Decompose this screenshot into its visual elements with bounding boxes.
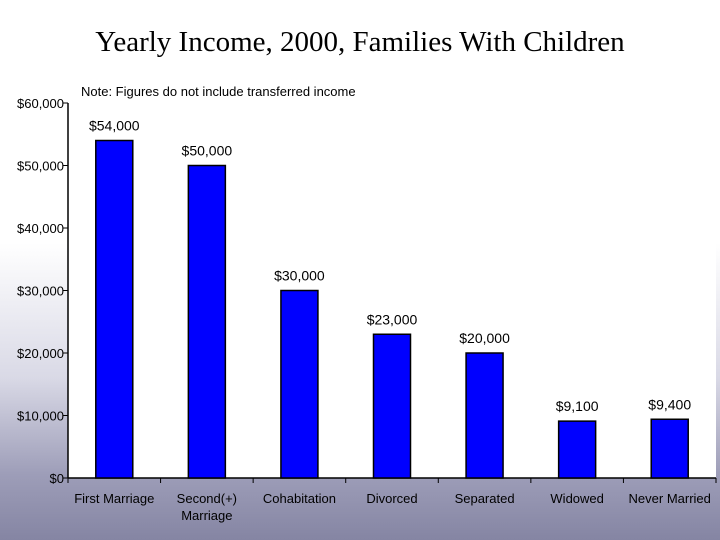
chart-note: Note: Figures do not include transferred… [81,84,356,99]
x-tick-label: Separated [455,491,515,506]
y-tick-label: $10,000 [17,409,64,424]
data-label: $9,100 [556,398,599,414]
x-tick-label: Never Married [629,491,711,506]
y-tick-label: $20,000 [17,346,64,361]
x-tick-label: Cohabitation [263,491,336,506]
y-axis: $0 $10,000 $20,000 $30,000 $40,000 $50,000 $60… [17,96,69,486]
bar [95,139,134,479]
y-tick-label: $30,000 [17,284,64,299]
data-labels: $54,000 $50,000 $30,000 $23,000 $20,000 $9,10… [89,118,691,415]
bars [95,139,689,479]
data-label: $20,000 [459,330,510,346]
bar [465,352,504,479]
x-axis: First Marriage Second(+) Marriage Cohabitat… [67,477,717,523]
data-label: $23,000 [367,311,418,327]
y-tick-label: $0 [50,471,64,486]
chart-title: Yearly Income, 2000, Families With Child… [95,26,625,58]
x-tick-label: Widowed [550,491,603,506]
y-tick-label: $40,000 [17,221,64,236]
bar [280,289,319,479]
data-label: $9,400 [648,396,691,412]
bar [557,420,597,479]
bar [372,333,412,479]
x-tick-label: First Marriage [74,491,154,506]
data-label: $50,000 [182,143,233,159]
data-label: $30,000 [274,268,325,284]
data-label: $54,000 [89,118,140,134]
x-tick-label: Divorced [366,491,417,506]
y-tick-label: $60,000 [17,96,64,111]
y-tick-label: $50,000 [17,159,64,174]
bar [650,418,689,479]
x-tick-label: Second(+) Marriage [177,491,237,523]
bar [187,164,227,479]
